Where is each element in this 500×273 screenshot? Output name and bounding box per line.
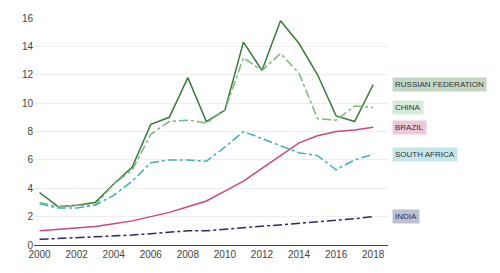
svg-text:2010: 2010 bbox=[214, 249, 237, 260]
svg-text:12: 12 bbox=[22, 69, 34, 80]
svg-text:RUSSIAN FEDERATION: RUSSIAN FEDERATION bbox=[395, 80, 484, 89]
svg-text:16: 16 bbox=[22, 13, 34, 24]
svg-text:2012: 2012 bbox=[251, 249, 274, 260]
svg-text:6: 6 bbox=[27, 154, 33, 165]
svg-text:BRAZIL: BRAZIL bbox=[395, 123, 424, 132]
svg-text:2002: 2002 bbox=[66, 249, 89, 260]
svg-text:0: 0 bbox=[27, 240, 33, 251]
svg-text:10: 10 bbox=[22, 98, 34, 109]
svg-text:2: 2 bbox=[27, 211, 33, 222]
svg-text:2006: 2006 bbox=[140, 249, 163, 260]
svg-text:SOUTH AFRICA: SOUTH AFRICA bbox=[395, 150, 455, 159]
svg-text:2018: 2018 bbox=[362, 249, 385, 260]
svg-text:2016: 2016 bbox=[325, 249, 348, 260]
svg-text:2008: 2008 bbox=[177, 249, 200, 260]
svg-text:8: 8 bbox=[27, 126, 33, 137]
svg-text:2004: 2004 bbox=[103, 249, 126, 260]
svg-text:INDIA: INDIA bbox=[395, 212, 417, 221]
svg-text:2000: 2000 bbox=[28, 249, 51, 260]
svg-text:CHINA: CHINA bbox=[395, 103, 421, 112]
svg-text:2014: 2014 bbox=[288, 249, 311, 260]
svg-text:4: 4 bbox=[27, 183, 33, 194]
svg-text:14: 14 bbox=[22, 41, 34, 52]
